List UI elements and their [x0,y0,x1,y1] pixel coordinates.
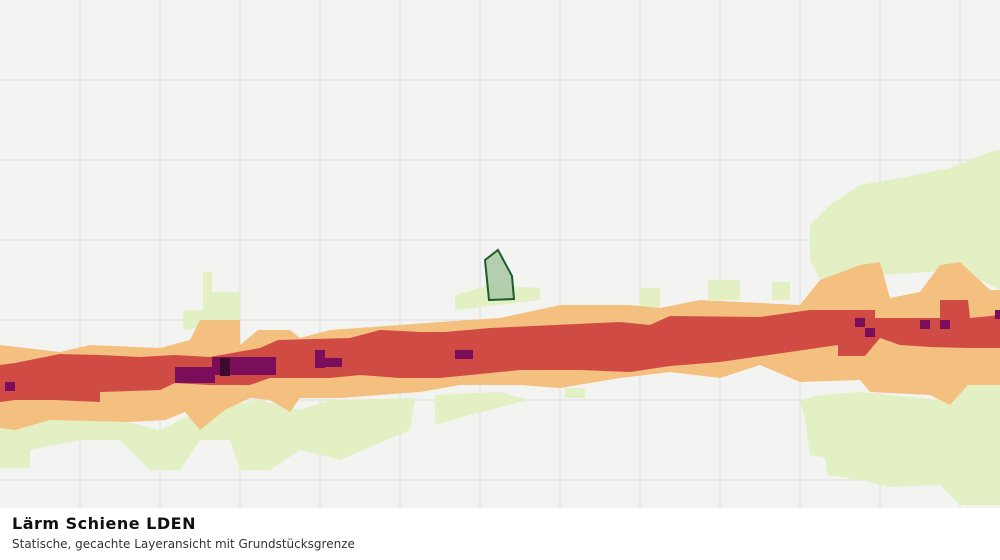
parcel-boundary [483,248,516,302]
map [0,0,1000,508]
noise-zone-high [0,300,1000,402]
map-caption: Lärm Schiene LDEN Statische, gecachte La… [0,508,1000,560]
noise-zone-extreme [220,358,230,376]
map-title: Lärm Schiene LDEN [12,514,196,533]
map-subtitle: Statische, gecachte Layeransicht mit Gru… [12,537,355,551]
